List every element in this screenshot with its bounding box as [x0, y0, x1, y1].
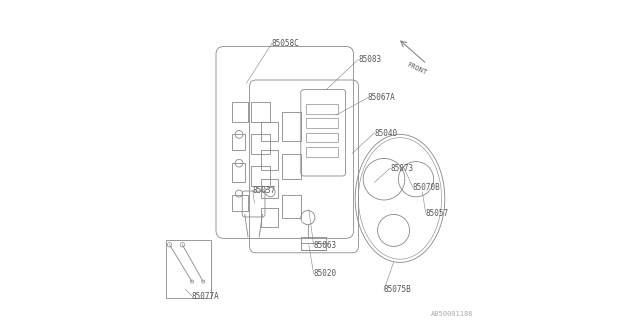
Text: 85040: 85040 [374, 129, 397, 138]
Text: 85073: 85073 [390, 164, 413, 173]
Text: 85057: 85057 [426, 209, 449, 218]
Bar [251, 166, 270, 186]
Bar [261, 150, 278, 170]
Bar [166, 240, 211, 298]
Text: 85037: 85037 [253, 186, 276, 195]
Text: 85070B: 85070B [413, 183, 440, 192]
Text: 85077A: 85077A [192, 292, 220, 301]
Text: 85067A: 85067A [368, 93, 396, 102]
Bar [306, 104, 338, 114]
Bar [282, 195, 301, 218]
Text: 85020: 85020 [314, 269, 337, 278]
Bar [301, 237, 326, 250]
Bar [282, 154, 301, 179]
Text: A850001186: A850001186 [431, 311, 474, 317]
Bar [261, 122, 278, 141]
Bar [251, 134, 270, 154]
Bar [232, 134, 245, 150]
Bar [306, 133, 338, 142]
Bar [232, 163, 245, 182]
Bar [261, 179, 278, 198]
Bar [282, 112, 301, 141]
Bar [251, 102, 270, 122]
Text: 85058C: 85058C [272, 39, 300, 48]
Bar [306, 118, 338, 128]
Bar [261, 208, 278, 227]
Text: 85075B: 85075B [384, 285, 412, 294]
Bar [306, 147, 338, 157]
Text: 85063: 85063 [314, 241, 337, 250]
Bar [232, 195, 248, 211]
Text: 85083: 85083 [358, 55, 381, 64]
Bar [232, 102, 248, 122]
